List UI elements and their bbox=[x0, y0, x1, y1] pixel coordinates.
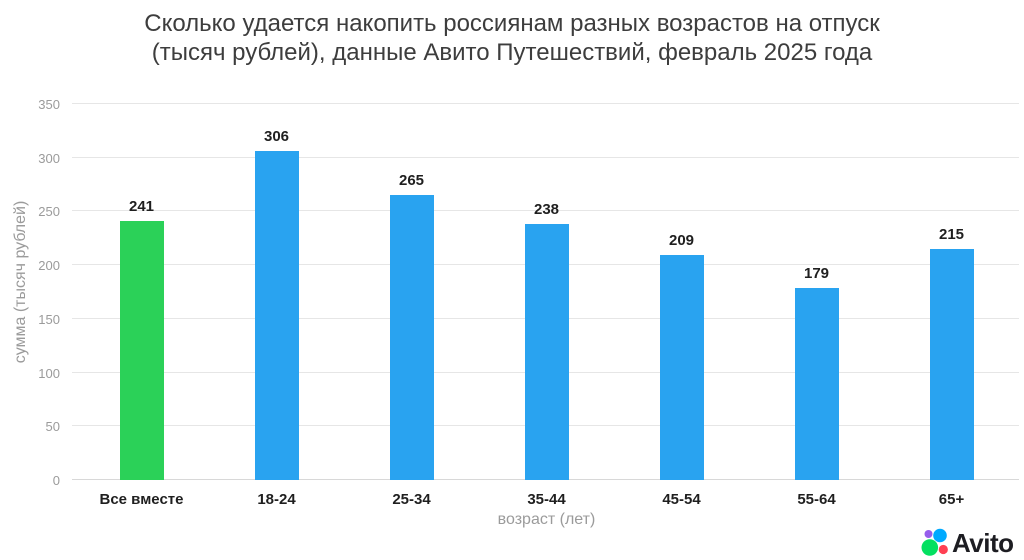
chart-title: Сколько удается накопить россиянам разны… bbox=[0, 9, 1024, 67]
gridline-300 bbox=[72, 156, 1019, 158]
x-category-label-65+: 65+ bbox=[938, 491, 965, 508]
bar-25-34 bbox=[389, 195, 434, 480]
bar-value-label-Все вместе: 241 bbox=[128, 198, 155, 216]
bar-45-54 bbox=[659, 255, 704, 480]
avito-logo-text: Avito bbox=[952, 527, 1014, 558]
bar-value-label-18-24: 306 bbox=[263, 128, 290, 146]
bar-value-label-35-44: 238 bbox=[533, 201, 560, 219]
y-tick-label-300: 300 bbox=[38, 150, 60, 166]
logo-purple-circle-icon bbox=[924, 530, 933, 538]
bar-value-label-65+: 215 bbox=[938, 226, 965, 244]
x-axis-title: возраст (лет) bbox=[497, 511, 596, 528]
gridline-350 bbox=[72, 103, 1019, 104]
logo-red-circle-icon bbox=[938, 544, 948, 555]
x-category-label-55-64: 55-64 bbox=[797, 491, 836, 508]
bar-value-label-55-64: 179 bbox=[803, 264, 830, 282]
x-category-label-Все вместе: Все вместе bbox=[99, 491, 184, 508]
y-tick-label-150: 150 bbox=[38, 311, 60, 327]
x-category-label-18-24: 18-24 bbox=[257, 491, 296, 508]
avito-logo-mark-icon bbox=[921, 528, 948, 556]
y-tick-label-0: 0 bbox=[52, 473, 60, 488]
bar-65+ bbox=[929, 249, 974, 480]
chart-title-line-1: Сколько удается накопить россиянам разны… bbox=[144, 10, 880, 37]
bar-value-label-45-54: 209 bbox=[668, 232, 695, 250]
plot-area: 0 50 100 150 200 250 300 350 241 Все вместе 306 18-… bbox=[38, 97, 1019, 508]
y-axis-title: сумма (тысяч рублей) bbox=[12, 200, 29, 364]
y-tick-label-250: 250 bbox=[38, 204, 60, 220]
bar-value-label-25-34: 265 bbox=[398, 172, 425, 190]
avito-logo: Avito bbox=[921, 527, 1014, 558]
x-category-label-35-44: 35-44 bbox=[527, 491, 566, 508]
y-tick-label-200: 200 bbox=[38, 258, 60, 274]
bar-Все вместе bbox=[119, 221, 164, 480]
bar-55-64 bbox=[794, 287, 839, 480]
logo-blue-circle-icon bbox=[933, 528, 947, 543]
y-tick-label-350: 350 bbox=[38, 97, 60, 112]
y-tick-label-50: 50 bbox=[45, 419, 60, 435]
chart-title-line-2: (тысяч рублей), данные Авито Путешествий… bbox=[151, 39, 873, 66]
logo-green-circle-icon bbox=[921, 539, 939, 556]
y-tick-label-100: 100 bbox=[38, 365, 60, 381]
bar-18-24 bbox=[254, 151, 299, 480]
x-category-label-25-34: 25-34 bbox=[392, 491, 431, 508]
bar-35-44 bbox=[524, 224, 569, 480]
gridline-250 bbox=[72, 210, 1019, 212]
x-category-label-45-54: 45-54 bbox=[662, 491, 701, 508]
